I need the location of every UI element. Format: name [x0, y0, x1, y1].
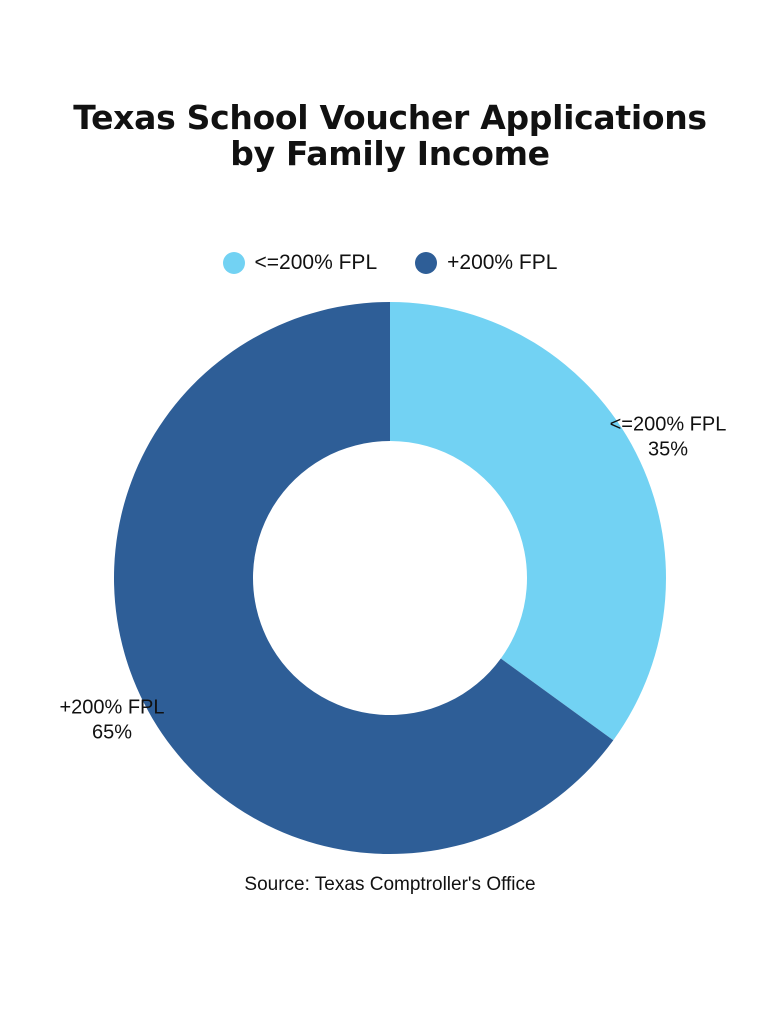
slice-name-label-high-income: +200% FPL: [59, 697, 164, 719]
donut-slices: [113, 302, 666, 855]
legend-swatch-high-income: [415, 252, 438, 274]
legend-item-low-income[interactable]: <=200% FPL: [222, 250, 378, 276]
chart-title-line-2: by Family Income: [230, 134, 550, 173]
chart-title: Texas School Voucher Applications by Fam…: [0, 100, 780, 172]
legend-swatch-low-income: [222, 252, 245, 274]
legend-item-high-income[interactable]: +200% FPL: [415, 250, 557, 276]
donut-slice-low-income[interactable]: [390, 302, 666, 741]
slice-value-label-high-income: 65%: [92, 722, 132, 744]
chart-legend: <=200% FPL +200% FPL: [0, 250, 780, 276]
slice-name-label-low-income: <=200% FPL: [610, 413, 727, 435]
chart-title-line-1: Texas School Voucher Applications: [73, 98, 707, 137]
source-note: Source: Texas Comptroller's Office: [244, 874, 536, 895]
slice-value-label-low-income: 35%: [648, 438, 688, 460]
legend-label-high-income: +200% FPL: [447, 251, 558, 274]
donut-slice-high-income[interactable]: [113, 302, 614, 855]
legend-label-low-income: <=200% FPL: [254, 251, 378, 274]
slice-labels: <=200% FPL 35% +200% FPL 65%: [59, 413, 726, 743]
